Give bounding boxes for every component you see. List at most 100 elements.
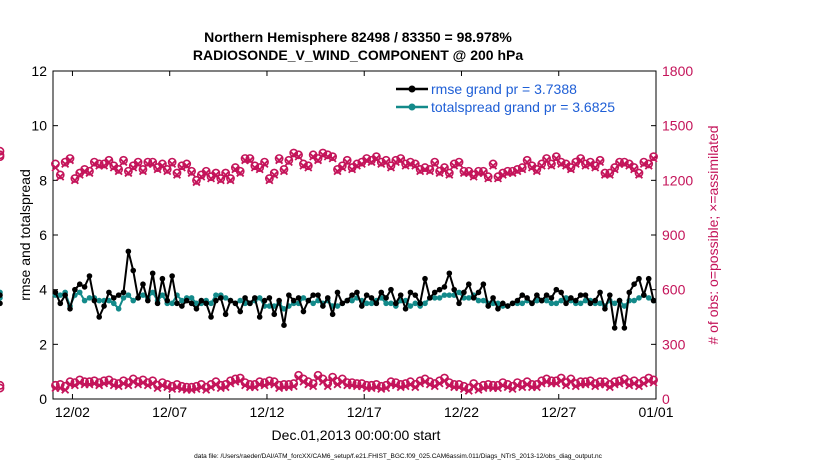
rmse-point <box>626 289 633 296</box>
rmse-point <box>368 295 375 301</box>
obs-possible-point <box>337 161 347 171</box>
obs-possible-point <box>250 161 260 171</box>
rmse-point <box>106 289 112 296</box>
rmse-point <box>354 289 360 296</box>
obs-assimilated-point <box>279 167 289 176</box>
y-tick-label: 8 <box>39 172 47 188</box>
obs-count-series <box>0 148 658 395</box>
obs-possible-point <box>167 157 177 167</box>
legend-rmse-label: rmse grand pr = 3.7388 <box>431 81 577 97</box>
totalspread-point <box>548 300 555 307</box>
obs-assimilated-point <box>416 379 425 388</box>
obs-possible-point <box>371 152 381 162</box>
obs-assimilated-point <box>586 379 595 388</box>
obs-assimilated-point <box>260 381 269 390</box>
y-right-tick-label: 1500 <box>662 118 693 134</box>
rmse-point <box>320 303 326 309</box>
totalspread-point <box>256 295 263 301</box>
obs-assimilated-point <box>620 159 629 168</box>
rmse-point <box>135 295 141 301</box>
totalspread-point <box>120 295 127 301</box>
obs-assimilated-point <box>114 382 123 391</box>
rmse-point <box>154 300 161 307</box>
obs-possible-point <box>639 157 649 167</box>
rmse-point <box>193 306 200 312</box>
obs-possible-point <box>172 168 182 178</box>
totalspread-point <box>159 292 166 298</box>
rmse-point <box>276 297 282 304</box>
rmse-point <box>52 289 59 296</box>
rmse-point <box>631 281 637 288</box>
obs-assimilated-point <box>581 161 590 170</box>
rmse-point <box>334 289 341 296</box>
rmse-point <box>393 300 399 307</box>
rmse-point <box>538 297 545 304</box>
obs-assimilated-point <box>90 159 99 168</box>
obs-possible-point <box>0 383 5 393</box>
obs-possible-point <box>192 175 201 185</box>
rmse-point <box>266 295 273 301</box>
obs-assimilated-point <box>153 384 162 393</box>
rmse-point <box>553 286 560 293</box>
y-tick-label: 0 <box>39 391 47 407</box>
rmse-point <box>422 275 428 282</box>
obs-assimilated-point <box>420 165 430 174</box>
rmse-point <box>616 297 623 304</box>
y-right-tick-label: 300 <box>662 336 686 352</box>
obs-possible-point <box>216 174 226 183</box>
rmse-point <box>188 300 195 307</box>
obs-assimilated-point <box>75 378 84 387</box>
totalspread-point <box>213 292 219 298</box>
rmse-point <box>363 292 370 298</box>
obs-possible-point <box>547 159 556 169</box>
rmse-point <box>140 281 146 288</box>
obs-assimilated-point <box>639 159 648 168</box>
obs-possible-point <box>119 155 128 165</box>
rmse-point <box>383 295 389 301</box>
totalspread-point <box>169 300 175 307</box>
x-axis: 12/02 12/07 12/12 12/17 12/22 12/27 01/01 <box>55 71 674 420</box>
obs-assimilated-point <box>318 150 327 159</box>
totalspread-point <box>130 297 137 304</box>
obs-assimilated-point <box>270 170 279 179</box>
obs-possible-point <box>274 154 284 163</box>
rmse-point <box>504 303 511 309</box>
totalspread-point <box>368 300 375 307</box>
obs-possible-point <box>362 154 372 163</box>
obs-possible-point <box>299 159 308 169</box>
obs-assimilated-point <box>639 379 648 388</box>
rmse-point <box>456 300 462 307</box>
obs-assimilated-point <box>513 381 522 390</box>
obs-assimilated-point <box>119 379 128 388</box>
y-axis-right-label: # of obs: o=possible; ×=assimilated <box>705 125 721 344</box>
obs-assimilated-point <box>104 378 113 387</box>
rmse-point <box>213 297 219 304</box>
obs-possible-point <box>440 163 449 172</box>
rmse-point <box>115 292 122 298</box>
rmse-point <box>81 284 88 290</box>
rmse-point <box>169 273 175 279</box>
obs-assimilated-point <box>304 380 313 389</box>
rmse-point <box>62 292 68 298</box>
obs-possible-point <box>342 155 352 165</box>
obs-possible-point <box>454 157 464 167</box>
obs-possible-point <box>444 168 454 178</box>
obs-possible-point <box>556 157 566 167</box>
obs-possible-point <box>201 166 211 176</box>
obs-assimilated-point <box>129 377 138 386</box>
totalspread-point <box>300 295 307 301</box>
rmse-point <box>373 300 380 307</box>
rmse-point <box>110 295 117 301</box>
rmse-point <box>227 297 234 304</box>
obs-assimilated-point <box>518 383 527 392</box>
obs-assimilated-point <box>649 154 658 163</box>
obs-assimilated-point <box>435 379 444 388</box>
rmse-point <box>417 300 423 307</box>
obs-assimilated-point <box>503 383 512 392</box>
rmse-point <box>130 267 137 274</box>
totalspread-point <box>621 303 628 309</box>
rmse-point <box>324 295 331 301</box>
obs-possible-point <box>158 159 167 169</box>
obs-possible-point <box>0 380 5 390</box>
obs-assimilated-point <box>90 379 99 388</box>
